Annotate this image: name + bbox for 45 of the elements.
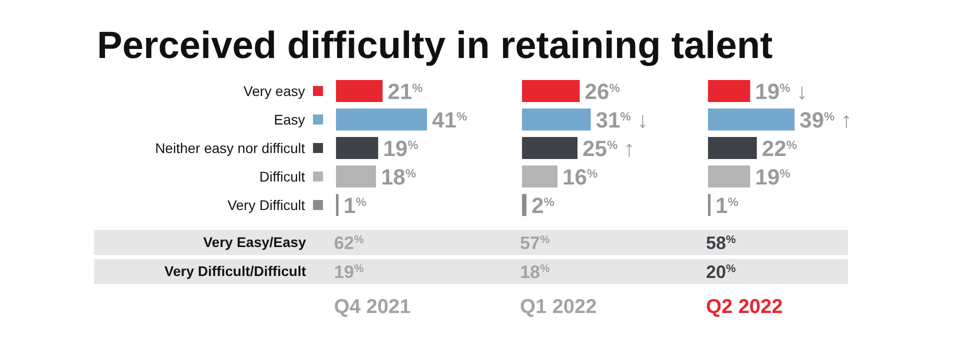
bar [336, 108, 427, 130]
data-label: 19$^{%}$ ↓ [755, 79, 808, 104]
data-label: 16$^{%}$ [562, 164, 598, 190]
data-label: 1$^{%}$ [716, 193, 739, 218]
data-label: 25$^{%}$ ↑ [582, 136, 635, 161]
bar [708, 80, 750, 102]
data-label: 1$^{%}$ [344, 193, 367, 218]
data-label: 57$^{%}$ [520, 233, 550, 253]
data-label: 22$^{%}$ [762, 136, 798, 161]
legend-label: Q4 2021 [334, 296, 411, 318]
data-label: 26$^{%}$ [584, 79, 620, 104]
bar [522, 80, 580, 102]
data-label: 18$^{%}$ [380, 164, 416, 190]
chart-title: Perceived difficulty in retaining talent [97, 25, 774, 67]
y-tick-label: Neither easy nor difficult [155, 140, 306, 156]
data-label: 31$^{%}$ ↓ [596, 108, 648, 132]
category-label: Very Difficult/Difficult [164, 263, 306, 279]
bar [708, 108, 795, 130]
bar [522, 166, 558, 188]
y-tick-label: Very Difficult [227, 197, 306, 213]
bar [522, 137, 578, 159]
y-tick-label: Very easy [244, 83, 305, 99]
legend-label: Q1 2022 [520, 296, 597, 318]
data-label: 2$^{%}$ [531, 193, 555, 218]
y-tick-label: Easy [274, 112, 305, 128]
bar [708, 137, 757, 159]
data-label: 58$^{%}$ [706, 233, 736, 253]
data-label: 62$^{%}$ [334, 233, 364, 253]
data-label: 20$^{%}$ [706, 262, 736, 282]
bar [336, 137, 378, 159]
data-label: 41$^{%}$ [432, 108, 468, 132]
bar [336, 80, 383, 102]
legend-label: Q2 2022 [706, 296, 783, 318]
bar [708, 166, 750, 188]
bar [522, 108, 591, 130]
data-label: 19$^{%}$ [334, 262, 364, 282]
data-label: 21$^{%}$ [388, 79, 424, 104]
bar [336, 166, 376, 188]
data-label: 39$^{%}$ ↑ [800, 108, 852, 132]
data-label: 19$^{%}$ [383, 136, 419, 161]
data-label: 18$^{%}$ [520, 262, 550, 282]
category-label: Very Easy/Easy [203, 234, 306, 250]
y-tick-label: Difficult [259, 168, 306, 184]
bar [522, 194, 526, 216]
data-label: 19$^{%}$ [755, 164, 791, 190]
